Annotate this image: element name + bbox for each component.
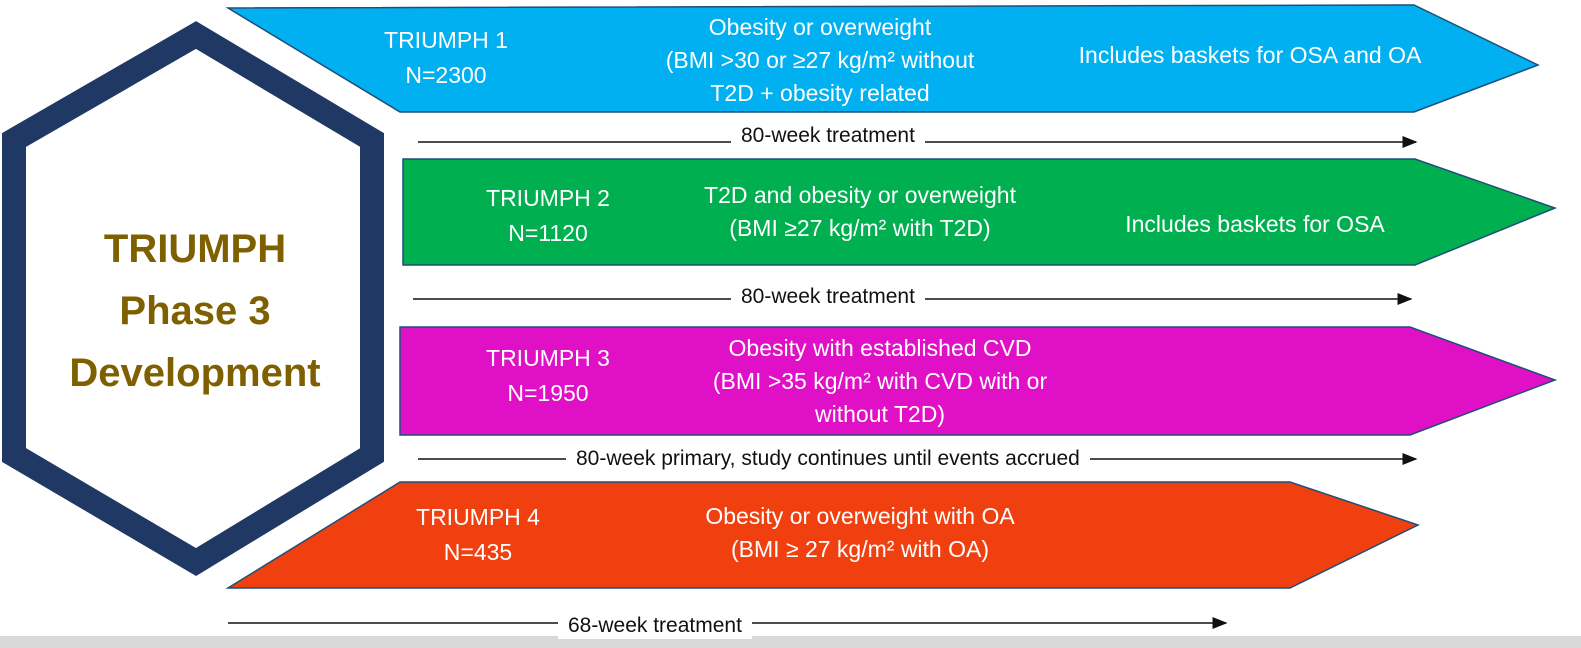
trial-name: TRIUMPH 3 [486, 345, 610, 371]
baskets-text: Includes baskets for OSA [1125, 211, 1385, 237]
population-line: T2D and obesity or overweight [704, 182, 1016, 208]
hexagon-title-line: TRIUMPH [103, 227, 287, 271]
baskets-text: Includes baskets for OSA and OA [1078, 42, 1422, 68]
trial-name: TRIUMPH 4 [416, 504, 540, 530]
trial4-population: Obesity or overweight with OA (BMI ≥ 27 … [660, 500, 1060, 566]
population-line: Obesity or overweight with OA [705, 503, 1015, 529]
triumph1-banner [225, 4, 1540, 113]
trial3-id: TRIUMPH 3 N=1950 [448, 341, 648, 411]
population-line: Obesity with established CVD [728, 335, 1032, 361]
trial2-baskets: Includes baskets for OSA [1080, 207, 1430, 242]
trial1-baskets: Includes baskets for OSA and OA [1040, 38, 1460, 73]
population-line: (BMI >30 or ≥27 kg/m² without [665, 47, 975, 73]
triumph3-banner [399, 326, 1558, 436]
population-line: (BMI ≥27 kg/m² with T2D) [729, 215, 991, 241]
hexagon-title-line: Development [69, 351, 321, 395]
phase3-hexagon [1, 21, 384, 576]
triumph2-banner [402, 158, 1558, 266]
trial3-timeline-label: 80-week primary, study continues until e… [566, 446, 1090, 472]
population-line: T2D + obesity related [710, 80, 930, 106]
trial-n: N=1120 [508, 220, 588, 246]
trial2-timeline-label: 80-week treatment [731, 284, 925, 310]
trial1-population: Obesity or overweight (BMI >30 or ≥27 kg… [620, 11, 1020, 110]
hexagon-title: TRIUMPH Phase 3 Development [35, 218, 355, 404]
trial1-timeline-label: 80-week treatment [731, 123, 925, 149]
triumph4-banner [225, 481, 1420, 589]
trial-n: N=2300 [405, 62, 487, 88]
population-line: without T2D) [815, 401, 945, 427]
trial-name: TRIUMPH 1 [384, 27, 508, 53]
population-line: (BMI >35 kg/m² with CVD with or [712, 368, 1048, 394]
trial4-id: TRIUMPH 4 N=435 [378, 500, 578, 570]
trial2-id: TRIUMPH 2 N=1120 [448, 181, 648, 251]
trial-name: TRIUMPH 2 [486, 185, 610, 211]
trial-n: N=1950 [507, 380, 589, 406]
trial3-population: Obesity with established CVD (BMI >35 kg… [660, 332, 1100, 431]
population-line: (BMI ≥ 27 kg/m² with OA) [731, 536, 989, 562]
hexagon-title-line: Phase 3 [119, 289, 271, 333]
trial4-timeline-label: 68-week treatment [558, 613, 752, 639]
trial2-population: T2D and obesity or overweight (BMI ≥27 k… [660, 179, 1060, 245]
population-line: Obesity or overweight [708, 14, 932, 40]
trial1-id: TRIUMPH 1 N=2300 [346, 23, 546, 93]
trial-n: N=435 [443, 539, 513, 565]
bottom-edge [0, 636, 1581, 648]
